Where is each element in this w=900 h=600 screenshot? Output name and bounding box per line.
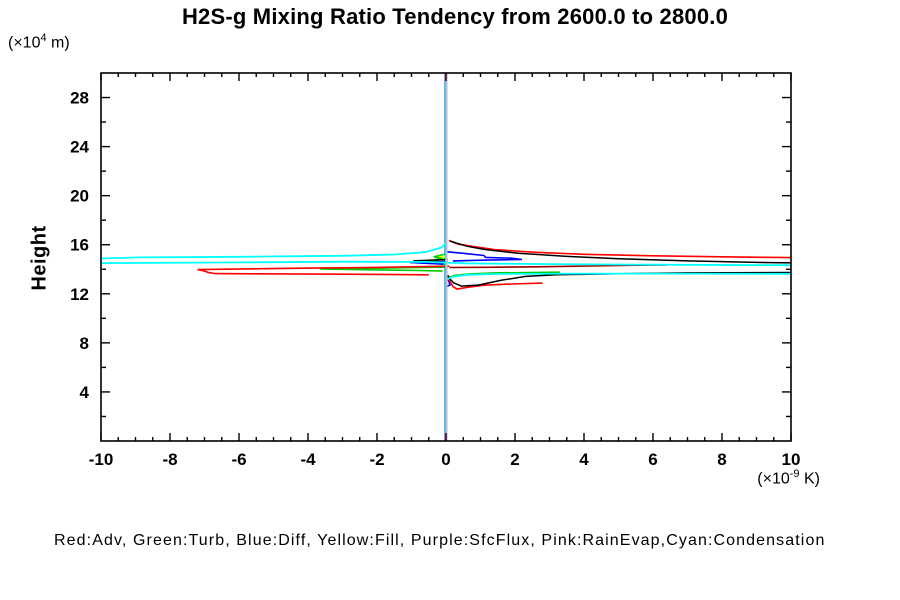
series-Diff — [446, 251, 523, 262]
series-Condensation — [101, 242, 447, 260]
x-tick-label: 6 — [648, 450, 657, 469]
y-axis-unit-label: (×104 m) — [8, 32, 70, 52]
y-tick-label: 20 — [70, 187, 89, 206]
series-Condensation — [445, 272, 791, 281]
y-tick-label: 4 — [80, 383, 90, 402]
x-tick-label: 10 — [782, 450, 801, 469]
series-Adv — [448, 239, 791, 259]
series-Condensation — [101, 260, 791, 267]
series-unlabeled-black — [449, 240, 791, 264]
y-tick-label: 28 — [70, 89, 89, 108]
series-Adv — [446, 275, 543, 290]
y-tick-label: 8 — [80, 334, 89, 353]
x-tick-label: -10 — [89, 450, 114, 469]
x-tick-label: 8 — [717, 450, 726, 469]
x-axis-unit-label: (×10-9 K) — [757, 468, 820, 488]
series-Turb — [320, 266, 448, 272]
x-tick-label: 4 — [579, 450, 589, 469]
x-tick-label: 2 — [510, 450, 519, 469]
series-Adv — [197, 265, 450, 276]
legend-text: Red:Adv, Green:Turb, Blue:Diff, Yellow:F… — [54, 532, 826, 549]
x-tick-label: -2 — [369, 450, 384, 469]
x-tick-label: -4 — [300, 450, 316, 469]
y-axis-title: Height — [28, 225, 51, 291]
y-tick-label: 16 — [70, 236, 89, 255]
x-tick-label: -8 — [162, 450, 177, 469]
x-tick-label: 0 — [441, 450, 450, 469]
chart-title: H2S-g Mixing Ratio Tendency from 2600.0 … — [181, 4, 729, 29]
x-tick-label: -6 — [231, 450, 246, 469]
y-tick-label: 12 — [70, 285, 89, 304]
y-tick-label: 24 — [70, 138, 89, 157]
